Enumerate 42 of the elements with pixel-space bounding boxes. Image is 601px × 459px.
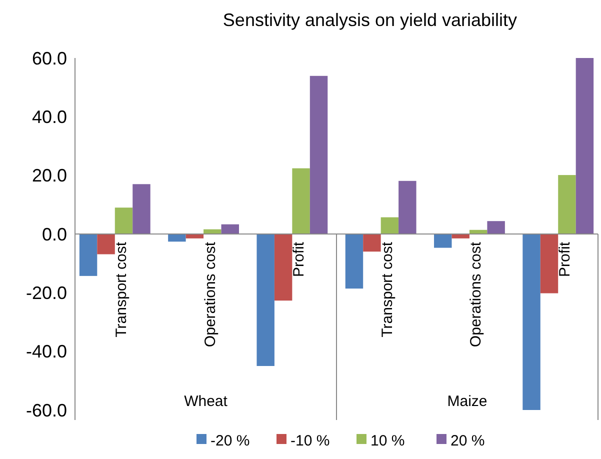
- legend-label: -10 %: [290, 432, 330, 450]
- annotation: Wheat: [184, 393, 228, 410]
- bar: [363, 234, 381, 252]
- bar: [345, 234, 364, 289]
- bar: [540, 234, 558, 294]
- y-tick-label: 40.0: [32, 106, 67, 127]
- x-tick-label: Transport cost: [113, 241, 130, 338]
- legend-label: 20 %: [450, 432, 485, 450]
- y-tick-label: -40.0: [26, 342, 67, 362]
- bar: [434, 234, 452, 248]
- bar: [256, 234, 274, 366]
- y-tick-label: 20.0: [32, 166, 67, 186]
- bar: [398, 180, 416, 234]
- bar: [522, 234, 540, 410]
- bar: [310, 76, 328, 234]
- bar: [576, 58, 594, 234]
- chart-title: Senstivity analysis on yield variability: [222, 10, 518, 30]
- bar: [168, 234, 186, 242]
- bar: [79, 234, 98, 276]
- bar: [452, 234, 470, 238]
- x-tick-label: Profit: [556, 241, 574, 278]
- y-tick-label: 60.0: [32, 48, 67, 68]
- x-tick-label: Operations cost: [468, 241, 485, 348]
- bar: [487, 221, 505, 234]
- bar: [97, 234, 115, 254]
- y-tick-label: 0.0: [42, 224, 67, 244]
- bar: [292, 168, 310, 234]
- y-tick-label: -60.0: [26, 400, 67, 420]
- bar: [558, 175, 576, 234]
- annotation: Maize: [447, 393, 488, 410]
- bar: [221, 224, 239, 234]
- bar: [380, 217, 399, 234]
- bar: [114, 208, 133, 234]
- x-tick-label: Operations cost: [202, 241, 219, 348]
- x-tick-label: Transport cost: [379, 241, 396, 338]
- x-tick-label: Profit: [290, 241, 308, 278]
- legend-label: 10 %: [370, 432, 405, 450]
- bar: [186, 234, 204, 238]
- y-tick-label: -20.0: [26, 282, 67, 303]
- bar: [274, 234, 292, 301]
- bar: [132, 184, 150, 234]
- legend-label: -20 %: [210, 432, 250, 450]
